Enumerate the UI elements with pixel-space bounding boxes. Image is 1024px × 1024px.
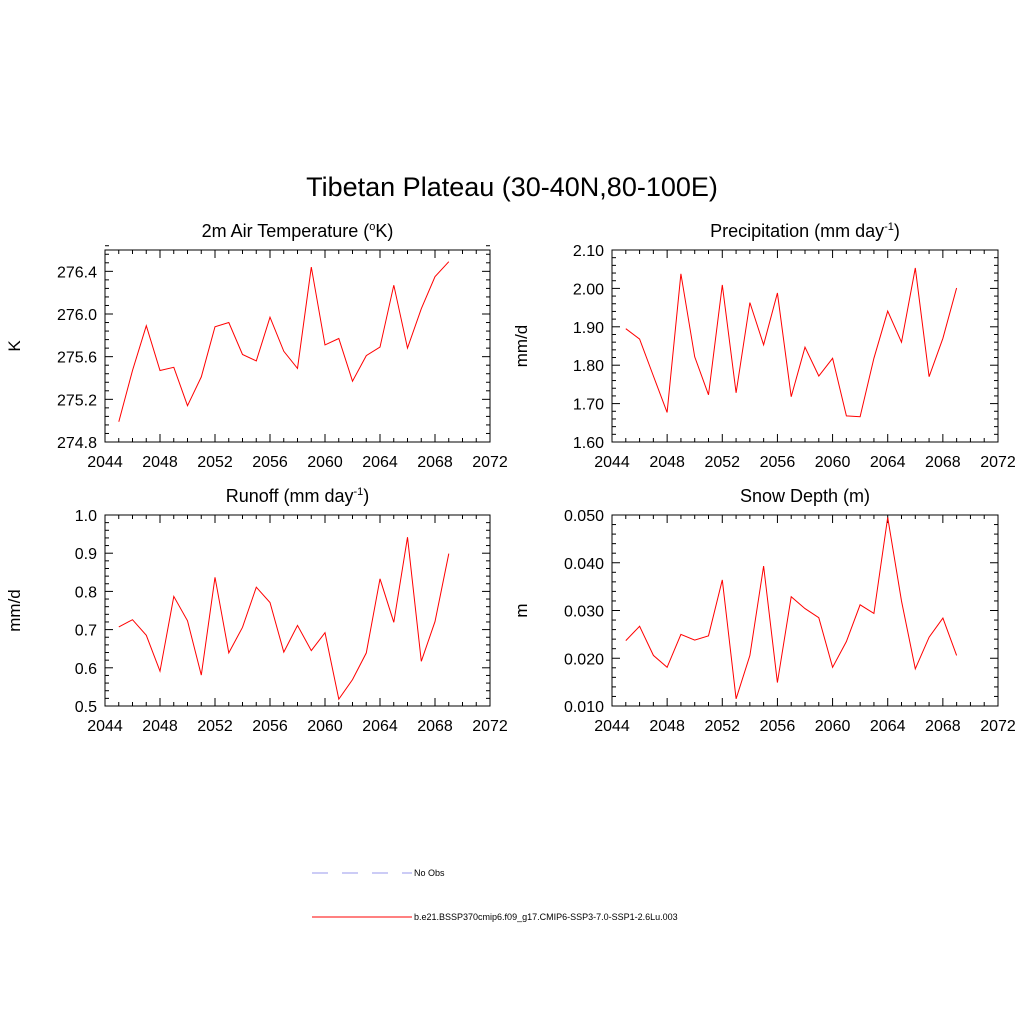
runoff-series-line	[118, 537, 450, 701]
y-tick-label: 0.040	[564, 556, 604, 573]
panel-title-suffix: K)	[375, 221, 393, 241]
air-temperature-series-line	[118, 261, 450, 422]
panel-runoff: Runoff (mm day-1) mm/d 2044 2048 2052 2056 206…	[5, 486, 508, 735]
precipitation-title: Precipitation (mm day-1)	[710, 221, 900, 241]
y-tick-label: 275.6	[57, 350, 97, 367]
x-tick-label: 2068	[925, 454, 961, 471]
figure-title: Tibetan Plateau (30-40N,80-100E)	[306, 172, 718, 202]
legend-label-no-obs: No Obs	[414, 868, 445, 878]
x-tick-label: 2048	[142, 454, 178, 471]
panel-title-text: Runoff (mm day	[226, 486, 354, 506]
snow-depth-title: Snow Depth (m)	[740, 486, 870, 506]
x-tick-label: 2044	[594, 454, 630, 471]
x-tick-label: 2052	[197, 718, 233, 735]
y-tick-label: 2.10	[573, 243, 604, 260]
runoff-ylabel: mm/d	[5, 589, 24, 632]
y-tick-label: 0.7	[75, 623, 97, 640]
panel-title-superscript: o	[369, 221, 375, 233]
x-tick-label: 2056	[760, 718, 796, 735]
y-tick-label: 2.00	[573, 281, 604, 298]
x-tick-label: 2052	[704, 454, 740, 471]
x-tick-label: 2056	[760, 454, 796, 471]
y-tick-label: 1.0	[75, 508, 97, 525]
y-tick-label: 1.90	[573, 320, 604, 337]
panel-title-suffix: )	[894, 221, 900, 241]
panel-precipitation: Precipitation (mm day-1) mm/d 2044 2048 2052…	[512, 221, 1016, 471]
x-tick-label: 2068	[417, 718, 453, 735]
x-tick-label: 2072	[472, 454, 508, 471]
x-tick-label: 2052	[704, 718, 740, 735]
runoff-title: Runoff (mm day-1)	[226, 486, 370, 506]
x-tick-label: 2060	[307, 718, 343, 735]
y-tick-label: 274.8	[57, 435, 97, 452]
x-tick-label: 2060	[307, 454, 343, 471]
x-tick-label: 2060	[815, 454, 851, 471]
y-tick-label: 0.050	[564, 508, 604, 525]
air-temperature-ylabel: K	[5, 340, 24, 352]
legend: No Obs b.e21.BSSP370cmip6.f09_g17.CMIP6-…	[312, 868, 678, 922]
y-tick-label: 0.6	[75, 661, 97, 678]
y-tick-label: 0.020	[564, 651, 604, 668]
x-tick-label: 2048	[649, 718, 685, 735]
air-temperature-plot-frame	[104, 249, 491, 443]
y-tick-label: 0.030	[564, 604, 604, 621]
air-temperature-title: 2m Air Temperature (oK)	[202, 221, 394, 241]
precipitation-series-line	[625, 267, 958, 418]
runoff-plot-frame	[104, 514, 491, 707]
x-tick-label: 2064	[870, 454, 906, 471]
panel-title-text: Precipitation (mm day	[710, 221, 884, 241]
panel-title-superscript: -1	[884, 221, 894, 233]
x-tick-label: 2060	[815, 718, 851, 735]
y-tick-label: 275.2	[57, 392, 97, 409]
x-tick-label: 2064	[362, 454, 398, 471]
panel-title-superscript: -1	[353, 486, 363, 498]
x-tick-label: 2056	[252, 454, 288, 471]
panel-title-text: Snow Depth (m)	[740, 486, 870, 506]
x-tick-label: 2048	[649, 454, 685, 471]
x-tick-label: 2044	[594, 718, 630, 735]
panel-title-text: 2m Air Temperature (	[202, 221, 370, 241]
x-tick-label: 2068	[417, 454, 453, 471]
x-tick-label: 2072	[472, 718, 508, 735]
x-tick-label: 2068	[925, 718, 961, 735]
y-tick-label: 276.4	[57, 264, 97, 281]
x-tick-label: 2056	[252, 718, 288, 735]
legend-label-model-run: b.e21.BSSP370cmip6.f09_g17.CMIP6-SSP3-7.…	[414, 912, 678, 922]
x-tick-label: 2048	[142, 718, 178, 735]
y-tick-label: 1.80	[573, 358, 604, 375]
y-tick-label: 0.9	[75, 546, 97, 563]
x-tick-label: 2072	[980, 454, 1016, 471]
y-tick-label: 0.010	[564, 699, 604, 716]
x-tick-label: 2044	[87, 454, 123, 471]
x-tick-label: 2064	[870, 718, 906, 735]
panel-snow-depth: Snow Depth (m) m 2044 2048 2052 2056 2060 2064 2…	[512, 486, 1016, 735]
snow-depth-ylabel: m	[512, 603, 531, 617]
panel-title-suffix: )	[363, 486, 369, 506]
x-tick-label: 2052	[197, 454, 233, 471]
y-tick-label: 1.70	[573, 397, 604, 414]
x-tick-label: 2064	[362, 718, 398, 735]
panel-air-temperature: 2m Air Temperature (oK) K 2044 2048 2052 2056…	[5, 221, 508, 471]
y-tick-label: 276.0	[57, 307, 97, 324]
y-tick-label: 0.5	[75, 699, 97, 716]
y-tick-label: 0.8	[75, 584, 97, 601]
x-tick-label: 2044	[87, 718, 123, 735]
y-tick-label: 1.60	[573, 435, 604, 452]
snow-depth-plot-frame	[611, 514, 999, 707]
snow-depth-series-line	[625, 517, 958, 699]
x-tick-label: 2072	[980, 718, 1016, 735]
precipitation-ylabel: mm/d	[512, 325, 531, 368]
